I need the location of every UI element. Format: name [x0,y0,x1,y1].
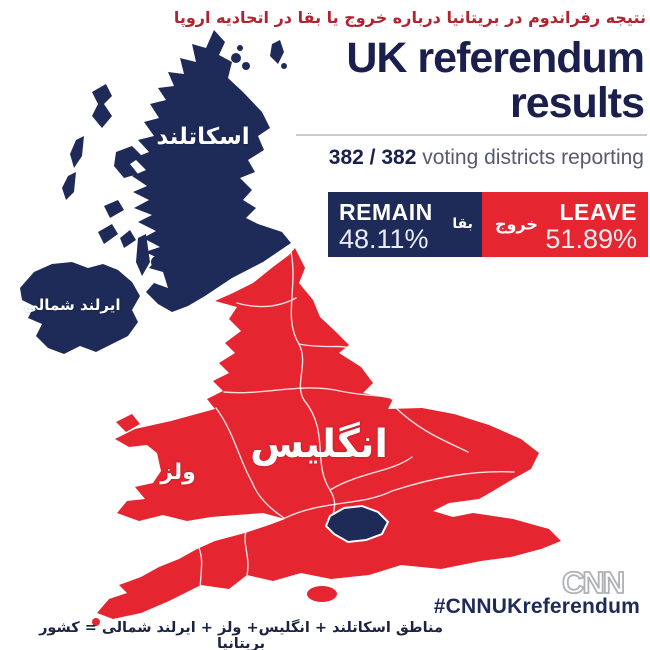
northern-ireland-region [20,262,140,354]
remain-label-farsi: بقا [452,215,473,232]
hashtag: #CNNUKreferendum [433,595,640,618]
isle-of-wight [307,586,337,602]
anglesey-island [116,414,140,432]
results-bar: REMAIN 48.11% بقا LEAVE 51.89% خروج [328,192,648,257]
cnn-logo-text: CNN [562,565,624,600]
scotland-region [132,30,291,312]
persian-footnote: مناطق اسکاتلند + انگلیس+ ولز + ایرلند شم… [39,620,443,650]
northern-ireland-label: ایرلند شمالی [23,296,121,314]
title-line-2: results [509,79,645,127]
districts-text: voting districts reporting [416,146,644,169]
districts-reporting: 382 / 382 voting districts reporting [329,146,644,170]
scottish-islands [62,40,287,276]
divider-line [296,134,647,136]
remain-label: REMAIN [339,199,433,225]
remain-percentage: 48.11% [339,224,429,254]
cnn-logo: CNN [561,564,627,600]
page-title: UK referendum results [346,34,645,127]
remain-bar: REMAIN 48.11% بقا [328,192,482,257]
wales-label: ولز [160,460,196,485]
london-region [324,504,390,544]
leave-percentage: 51.89% [545,224,637,254]
scotland-label: اسکاتلند [156,124,250,150]
leave-label: LEAVE [559,199,637,225]
england-wales-region [97,248,561,619]
leave-bar: LEAVE 51.89% خروج [481,192,648,257]
england-label: انگلیس [250,422,388,467]
title-line-1: UK referendum [346,34,645,82]
districts-count: 382 / 382 [328,146,417,169]
persian-caption: نتیجه رفراندوم در بریتانیا درباره خروج ی… [173,8,646,27]
scilly-isles [92,618,100,626]
district-boundaries [198,251,515,602]
leave-label-farsi: خروج [494,214,538,234]
